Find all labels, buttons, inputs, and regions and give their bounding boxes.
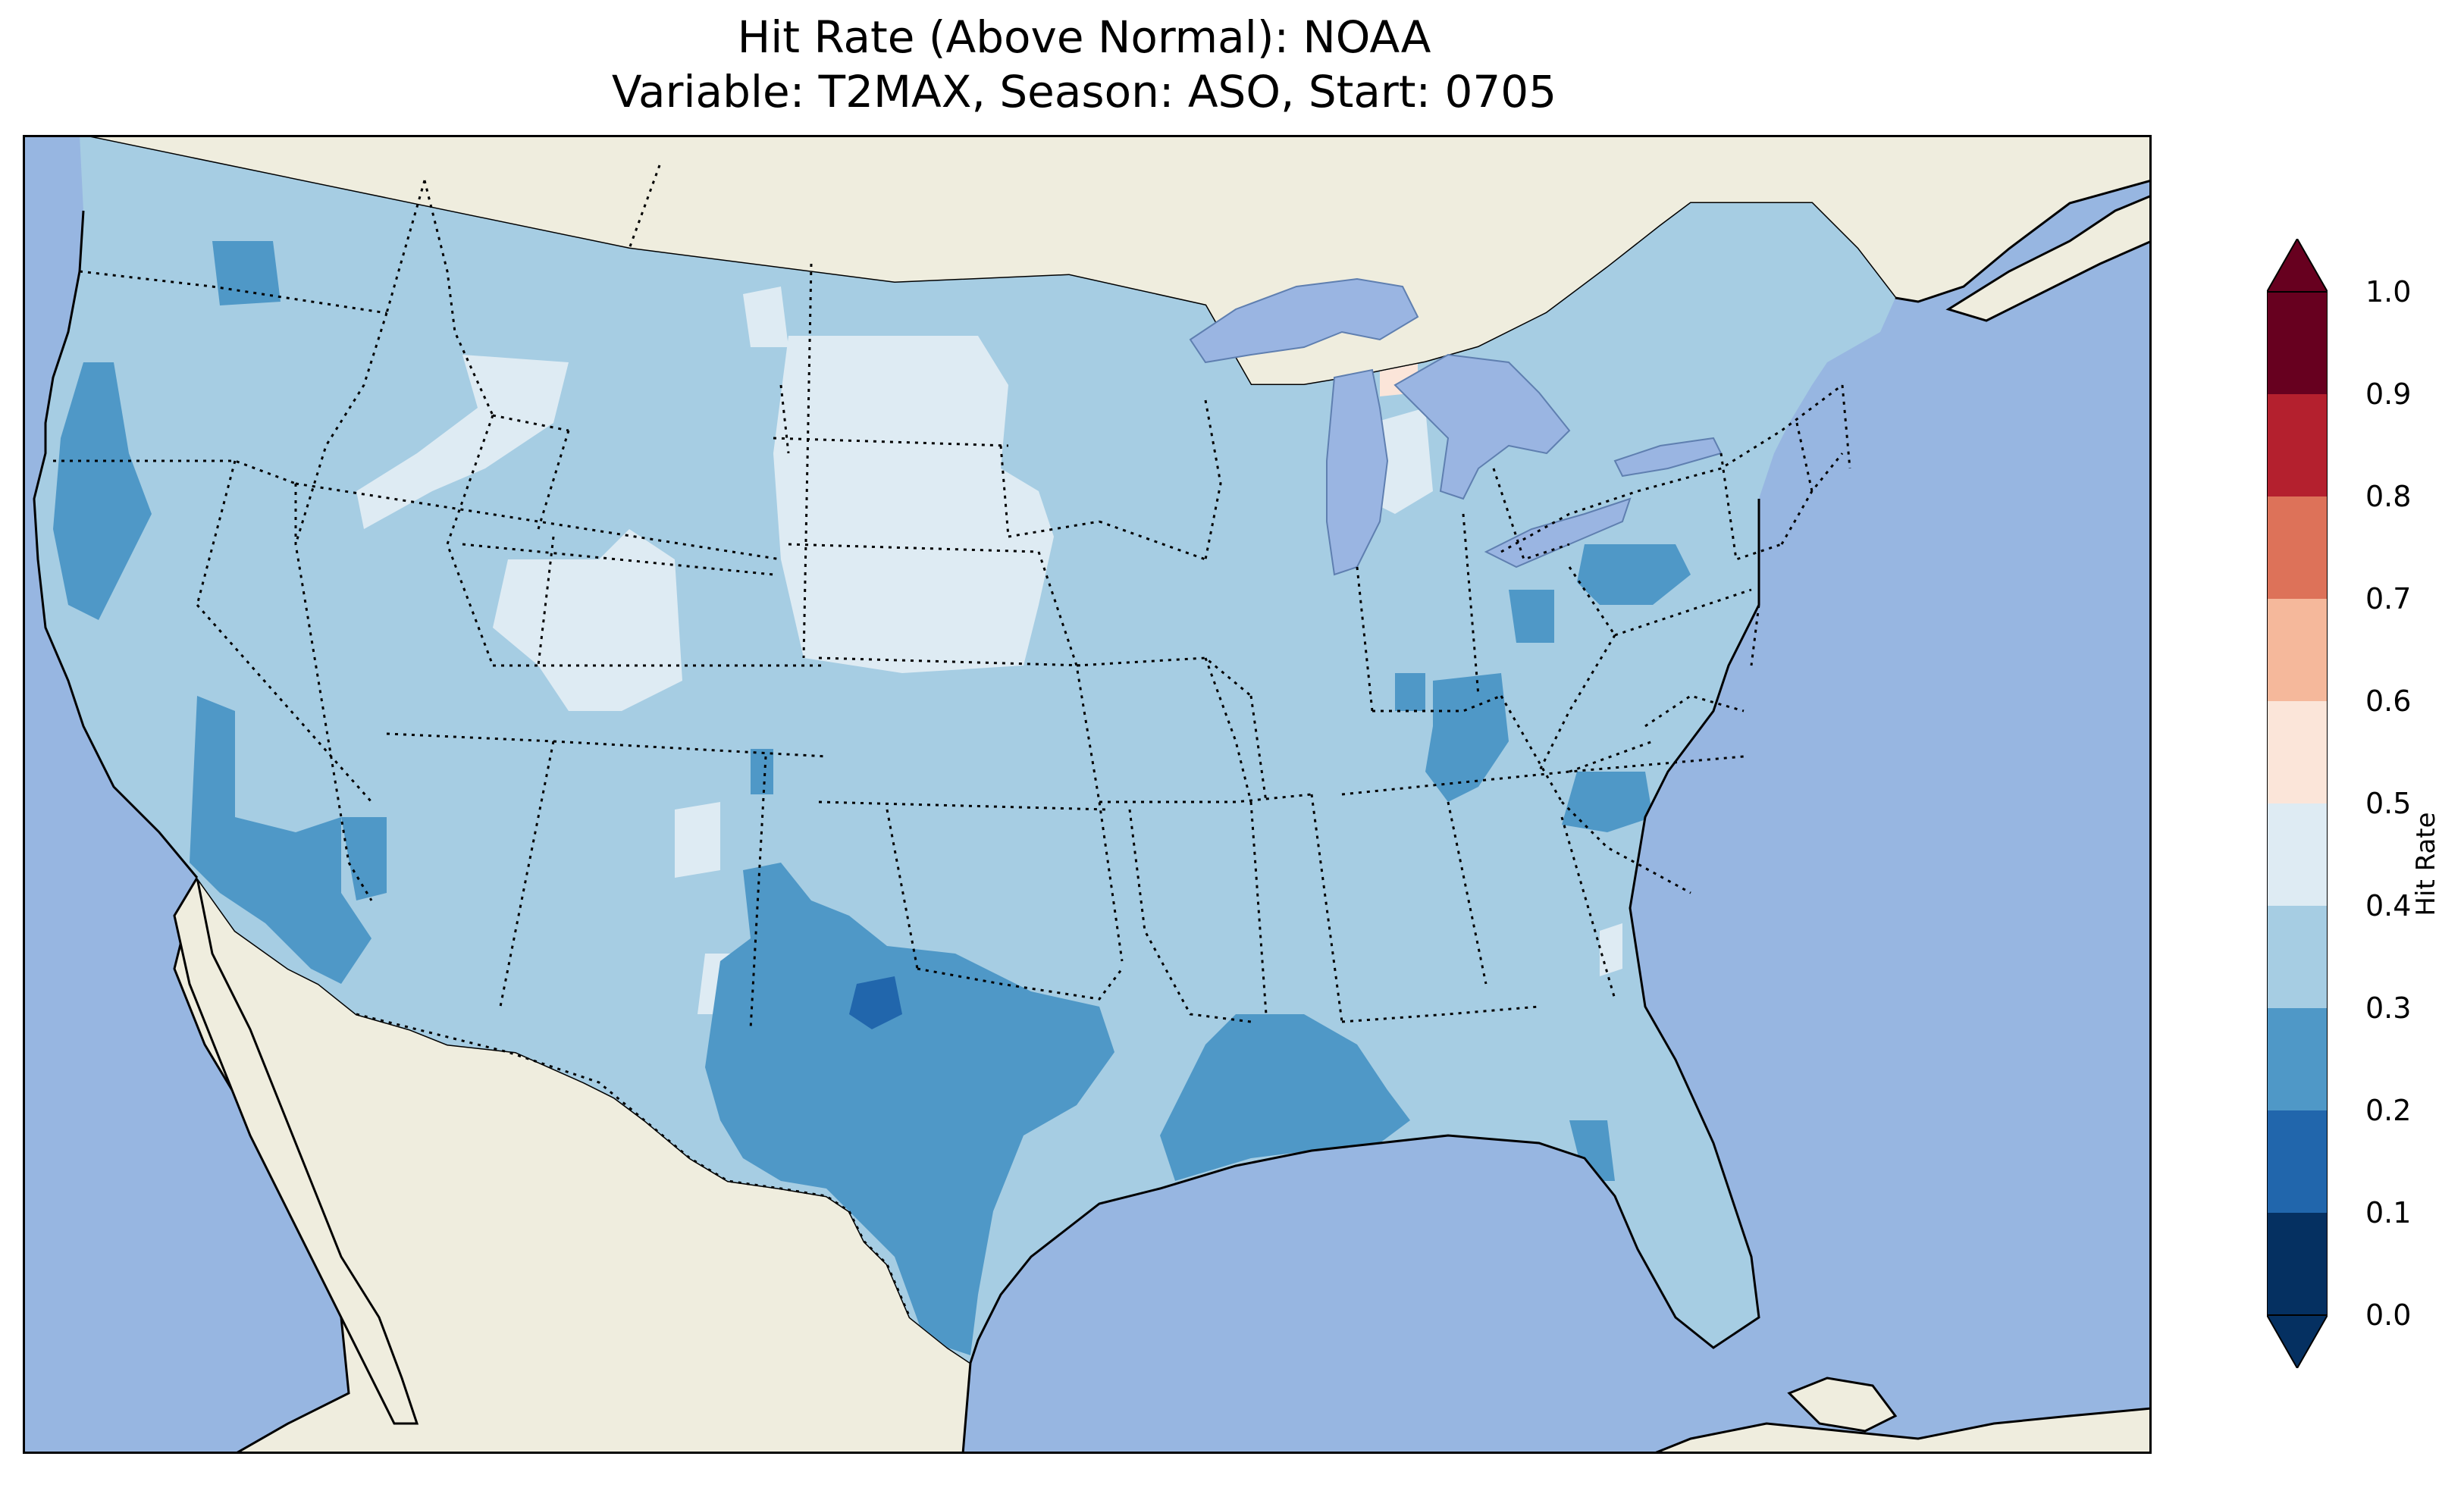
lake-huron [1393, 353, 1571, 500]
cuba-land [1787, 1377, 1898, 1433]
colorbar-bin-4-5 [2267, 803, 2328, 906]
colorbar-tick-0-8: 0.8 [2365, 480, 2412, 513]
map-subtitle: Variable: T2MAX, Season: ASO, Start: 070… [611, 66, 1557, 117]
colorbar-tick-0-5: 0.5 [2365, 787, 2412, 820]
lake-erie [1484, 497, 1632, 568]
colorbar-tick-0-0: 0.0 [2365, 1298, 2412, 1332]
lake-michigan [1326, 368, 1389, 576]
colorbar-tick-0-1: 0.1 [2365, 1196, 2412, 1229]
colorbar-bin-3-4 [2267, 906, 2328, 1008]
colorbar-bin-1-2 [2267, 1110, 2328, 1213]
south-america-land [1652, 1407, 2152, 1454]
conus-hit-rate-map [23, 135, 2152, 1454]
canada-border [1500, 384, 1843, 553]
baja-land [173, 874, 419, 1425]
colorbar-tick-0-7: 0.7 [2365, 582, 2412, 615]
colorbar-bin-9-10 [2267, 292, 2328, 394]
colorbar-bin-5-6 [2267, 701, 2328, 803]
colorbar-extend-bottom [2267, 1314, 2328, 1368]
colorbar-bin-8-9 [2267, 394, 2328, 496]
maritimes-land [1945, 194, 2152, 322]
colorbar-tick-1-0: 1.0 [2365, 275, 2412, 309]
colorbar-bin-6-7 [2267, 599, 2328, 701]
colorbar-bin-2-3 [2267, 1008, 2328, 1110]
state-borders [53, 164, 1851, 1030]
colorbar-tick-0-9: 0.9 [2365, 377, 2412, 411]
colorbar-tick-0-2: 0.2 [2365, 1094, 2412, 1127]
us-coastline [33, 210, 1760, 1364]
colorbar-bin-0-1 [2267, 1213, 2328, 1315]
colorbar-tick-0-6: 0.6 [2365, 684, 2412, 718]
mexico-border [356, 1013, 911, 1318]
colorbar-tick-0-3: 0.3 [2365, 991, 2412, 1025]
colorbar [2267, 239, 2328, 1368]
lake-superior [1189, 277, 1419, 364]
colorbar-bin-7-8 [2267, 496, 2328, 599]
colorbar-extend-top [2267, 239, 2328, 293]
colorbar-label: Hit Rate [2411, 812, 2441, 916]
colorbar-tick-0-4: 0.4 [2365, 889, 2412, 922]
map-title: Hit Rate (Above Normal): NOAA [737, 11, 1431, 63]
